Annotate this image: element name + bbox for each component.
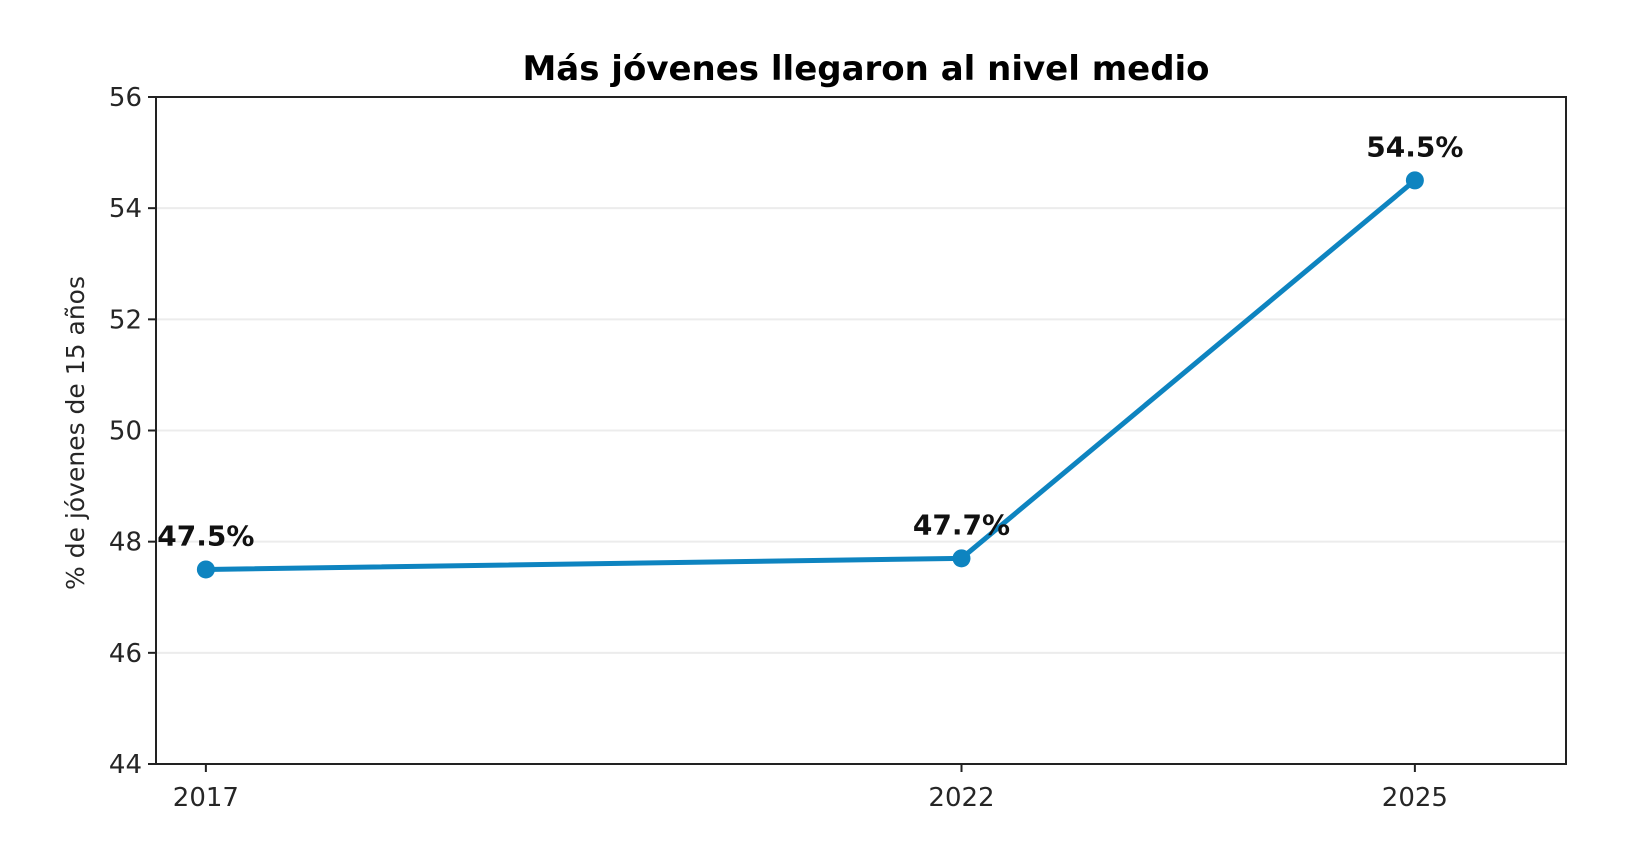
data-labels: 47.5% 47.7% 54.5%	[157, 130, 1463, 552]
y-tick-label: 54	[109, 194, 142, 224]
axes: 44 46 48 50 52 54 56 2017 2022 2025	[109, 83, 1567, 813]
gridlines	[156, 207, 1566, 654]
y-tick-label: 50	[109, 417, 142, 447]
y-tick-label: 56	[109, 83, 142, 113]
data-point	[196, 560, 215, 579]
series-layer	[196, 171, 1424, 579]
data-point	[1405, 171, 1424, 190]
data-label: 54.5%	[1366, 130, 1463, 163]
x-tick-label: 2025	[1382, 783, 1448, 813]
y-tick-label: 44	[109, 750, 142, 780]
data-point	[952, 549, 971, 568]
y-tick-label: 52	[109, 305, 142, 335]
x-tick-label: 2022	[928, 783, 994, 813]
chart-title: Más jóvenes llegaron al nivel medio	[522, 49, 1209, 89]
x-tick-label: 2017	[173, 783, 239, 813]
y-tick-label: 48	[109, 528, 142, 558]
data-label: 47.5%	[157, 519, 254, 552]
y-tick-label: 46	[109, 639, 142, 669]
y-axis-label: % de jóvenes de 15 años	[61, 276, 90, 590]
data-label: 47.7%	[913, 508, 1010, 541]
